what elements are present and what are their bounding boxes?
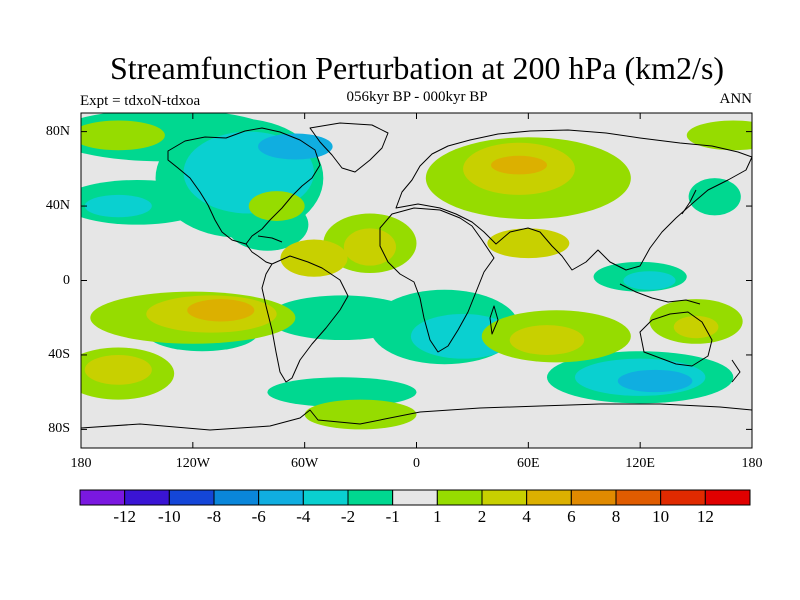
colorbar-label: 8	[611, 507, 621, 526]
map-axes	[80, 113, 753, 448]
field-region	[487, 228, 570, 259]
field-region	[343, 228, 396, 266]
lat-tick-label: 80N	[45, 123, 70, 139]
colorbar-swatch	[615, 489, 662, 506]
colorbar-label: 1	[433, 507, 442, 526]
madagascar-coastline	[489, 305, 499, 335]
colorbar-label: -2	[340, 507, 356, 526]
field-region	[491, 155, 547, 175]
field-region	[84, 194, 152, 218]
colorbar-label: -8	[206, 507, 222, 526]
lon-tick-label: 60E	[517, 456, 540, 471]
cuba-coastline	[257, 235, 283, 243]
japan-coastline	[681, 189, 697, 215]
lon-tick-label: 60W	[291, 456, 319, 471]
africa-coastline	[379, 207, 495, 353]
antarctica-coastline	[81, 403, 752, 431]
lon-tick-label: 120E	[625, 456, 655, 471]
colorbar-label: -10	[157, 507, 181, 526]
field-region	[81, 120, 165, 151]
eurasia-coastline	[395, 129, 752, 271]
streamfunction-field	[81, 113, 752, 430]
lon-tick-label: 0	[413, 456, 420, 471]
field-region	[304, 399, 417, 430]
colorbar-swatch	[526, 489, 572, 506]
colorbar-label: 10	[652, 507, 670, 526]
colorbar-swatch	[168, 489, 215, 506]
australia-coastline	[639, 311, 713, 367]
lat-tick-label: 0	[63, 272, 70, 288]
colorbar-label: -6	[251, 507, 266, 526]
field-region	[686, 120, 752, 151]
colorbar-swatch	[213, 489, 260, 506]
field-region	[673, 315, 719, 339]
colorbar-swatch	[704, 489, 751, 506]
lat-tick-label: 80S	[48, 421, 70, 437]
lat-tick-label: 40S	[48, 346, 70, 362]
colorbar	[79, 489, 751, 506]
lon-tick-label: 120W	[175, 456, 210, 471]
field-region	[267, 377, 417, 408]
colorbar-swatch	[79, 489, 126, 506]
field-region	[623, 271, 676, 290]
colorbar-label: 12	[696, 507, 714, 526]
colorbar-swatch	[392, 489, 438, 506]
colorbar-label: -1	[385, 507, 400, 526]
season-label: ANN	[719, 91, 753, 107]
field-region	[187, 299, 255, 322]
colorbar-swatch	[660, 489, 706, 506]
field-region	[280, 239, 348, 277]
colorbar-swatch	[436, 489, 483, 506]
south-america-coastline	[261, 255, 349, 383]
field-region	[248, 191, 305, 221]
lon-tick-label: 180	[741, 456, 763, 471]
experiment-label: Expt = tdxoN-tdxoa	[80, 93, 201, 109]
indonesia-coastline	[619, 283, 701, 305]
chart-title: Streamfunction Perturbation at 200 hPa (…	[109, 50, 725, 86]
coastlines	[81, 122, 752, 431]
central-america-coastline	[245, 243, 273, 265]
colorbar-swatch	[302, 489, 349, 506]
field-region	[509, 325, 585, 355]
colorbar-label: 2	[477, 507, 487, 526]
north-america-coastline	[167, 127, 321, 245]
lat-tick-label: 40N	[45, 198, 70, 214]
lon-tick-label: 180	[70, 456, 92, 471]
colorbar-swatch	[570, 489, 617, 506]
greenland-coastline	[309, 122, 389, 173]
colorbar-label: 4	[522, 507, 531, 526]
colorbar-label: -12	[113, 507, 136, 526]
field-region	[688, 178, 741, 216]
colorbar-swatch	[347, 489, 394, 506]
colorbar-swatch	[481, 489, 528, 506]
new-zealand-coastline	[731, 359, 741, 383]
field-region	[84, 354, 152, 385]
field-region	[617, 369, 693, 393]
colorbar-swatch	[124, 489, 170, 506]
colorbar-label: -4	[296, 507, 311, 526]
chart-subtitle: 056kyr BP - 000kyr BP	[346, 89, 488, 105]
colorbar-label: 6	[567, 507, 576, 526]
colorbar-swatch	[258, 489, 304, 506]
field-region	[258, 133, 333, 160]
